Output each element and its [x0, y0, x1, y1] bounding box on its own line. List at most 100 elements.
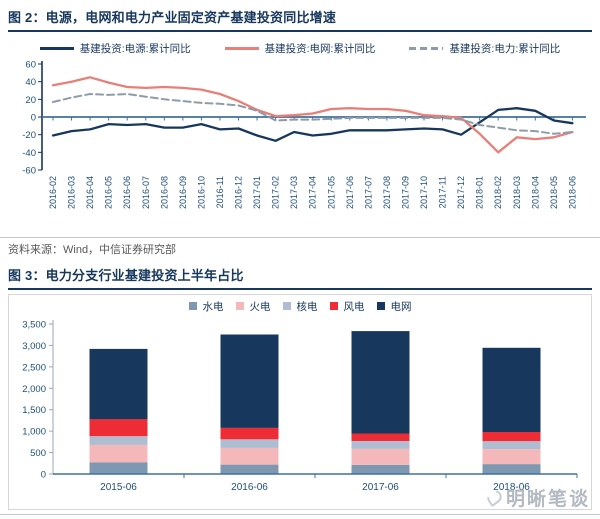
svg-text:3,000: 3,000 [22, 341, 46, 352]
svg-text:2018-03: 2018-03 [512, 176, 522, 209]
svg-text:2017-06: 2017-06 [345, 176, 355, 209]
legend-label: 基建投资:电网:累计同比 [264, 42, 376, 55]
thermal-swatch [235, 302, 244, 310]
bar-segment-风电 [351, 433, 410, 441]
legend-label: 核电 [296, 300, 318, 313]
svg-text:2016-05: 2016-05 [104, 176, 114, 209]
svg-text:2017-04: 2017-04 [308, 176, 318, 209]
bar-segment-风电 [482, 432, 541, 442]
svg-text:2016-02: 2016-02 [48, 176, 58, 209]
figure2-source: 资料来源：Wind，中信证券研究部 [8, 244, 177, 256]
svg-text:2017-07: 2017-07 [363, 176, 373, 209]
legend-item-dianwang: 基建投资:电网:累计同比 [224, 41, 376, 56]
bar-segment-火电 [89, 444, 148, 463]
svg-text:-60: -60 [22, 166, 36, 177]
figure3-chart-box: 水电 火电 核电 风电 电网 0 500 1,000 1,500 2,000 2,500 3… [8, 294, 592, 510]
dashed-line-swatch [409, 46, 444, 50]
figure2-legend: 基建投资:电源:累计同比 基建投资:电网:累计同比 基建投资:电力:累计同比 [8, 38, 592, 58]
svg-text:-20: -20 [22, 130, 36, 141]
bar-segment-电网 [89, 348, 148, 420]
bar-segment-火电 [482, 449, 541, 465]
navy-line-swatch [39, 46, 74, 50]
bar-segment-核电 [220, 439, 279, 448]
svg-text:2018-05: 2018-05 [549, 176, 559, 209]
svg-text:2016-09: 2016-09 [178, 176, 188, 209]
svg-text:2017-02: 2017-02 [271, 176, 281, 209]
figure3-source: 资料来源：Wind，中信证券研究部 [8, 515, 592, 519]
svg-text:2016-12: 2016-12 [234, 176, 244, 209]
y-axis: 0 500 1,000 1,500 2,000 2,500 3,000 3,500 [22, 320, 54, 481]
legend-label: 风电 [343, 300, 365, 313]
svg-text:0: 0 [41, 470, 46, 481]
svg-text:0: 0 [31, 113, 36, 124]
x-axis-labels: 2016-02 2016-03 2016-04 2016-05 2016-06 2016-… [48, 176, 577, 209]
svg-text:2016-04: 2016-04 [85, 176, 95, 209]
svg-text:3,500: 3,500 [22, 320, 46, 331]
svg-text:2017-06: 2017-06 [362, 482, 399, 493]
svg-text:2016-06: 2016-06 [122, 176, 132, 209]
hydro-swatch [188, 302, 197, 310]
svg-text:2017-11: 2017-11 [438, 176, 448, 208]
svg-text:2,000: 2,000 [22, 384, 46, 395]
bar-segment-电网 [220, 334, 279, 428]
svg-text:500: 500 [30, 448, 46, 459]
salmon-line-swatch [224, 46, 259, 50]
svg-text:2017-01: 2017-01 [252, 176, 262, 209]
legend-label: 电网 [390, 300, 412, 313]
legend-item-dianyuan: 基建投资:电源:累计同比 [39, 41, 191, 56]
svg-text:2016-07: 2016-07 [141, 176, 151, 209]
svg-text:2018-01: 2018-01 [475, 176, 485, 209]
svg-text:2015-06: 2015-06 [100, 482, 137, 493]
svg-text:40: 40 [25, 77, 36, 88]
svg-text:2017-08: 2017-08 [382, 176, 392, 209]
svg-text:2017-09: 2017-09 [400, 176, 410, 209]
bar-segment-水电 [89, 462, 148, 474]
svg-text:-40: -40 [22, 148, 36, 159]
legend-item-hedian: 核电 [282, 299, 318, 314]
legend-label: 火电 [249, 300, 271, 313]
bar-segment-水电 [351, 464, 410, 474]
legend-item-shuidian: 水电 [188, 299, 224, 314]
figure2-title: 图 2：电源，电网和电力产业固定资产基建投资同比增速 [8, 10, 337, 25]
series-line-2 [52, 93, 574, 135]
grid-swatch [376, 302, 385, 310]
svg-text:2017-12: 2017-12 [456, 176, 466, 209]
svg-text:2016-11: 2016-11 [215, 176, 225, 208]
svg-text:2017-03: 2017-03 [289, 176, 299, 209]
stacked-bar-chart: 0 500 1,000 1,500 2,000 2,500 3,000 3,500 2015-0… [22, 320, 578, 493]
svg-text:2016-10: 2016-10 [196, 176, 206, 209]
svg-text:2016-08: 2016-08 [159, 176, 169, 209]
bar-segment-核电 [89, 436, 148, 445]
series-line-0 [51, 107, 574, 142]
legend-item-dianwang2: 电网 [376, 299, 412, 314]
figure3-title: 图 3：电力分支行业基建投资上半年占比 [8, 268, 244, 283]
svg-text:2017-05: 2017-05 [326, 176, 336, 209]
figure3-legend: 水电 火电 核电 风电 电网 [11, 298, 589, 314]
legend-label: 水电 [202, 300, 224, 313]
x-axis [53, 473, 578, 478]
svg-text:2018-02: 2018-02 [493, 176, 503, 209]
y-axis: 60 40 20 0 -20 -40 -60 [22, 60, 43, 177]
bar-segment-风电 [220, 427, 279, 440]
legend-item-huodian: 火电 [235, 299, 271, 314]
svg-text:2017-10: 2017-10 [419, 176, 429, 209]
bar-segment-水电 [220, 464, 279, 474]
legend-label: 基建投资:电源:累计同比 [79, 42, 191, 55]
svg-text:2018-06: 2018-06 [567, 176, 577, 209]
legend-item-dianli: 基建投资:电力:累计同比 [409, 41, 560, 56]
figure2-title-rule [8, 30, 592, 32]
svg-text:60: 60 [25, 60, 36, 71]
svg-text:20: 20 [25, 95, 36, 106]
svg-text:2,500: 2,500 [22, 362, 46, 373]
svg-text:1,500: 1,500 [22, 405, 46, 416]
svg-text:1,000: 1,000 [22, 427, 46, 438]
bar-segment-核电 [482, 441, 541, 450]
legend-label: 基建投资:电力:累计同比 [449, 42, 561, 55]
svg-text:2016-06: 2016-06 [231, 482, 268, 493]
bar-segment-火电 [220, 447, 279, 465]
bars [89, 331, 541, 474]
separator [0, 237, 600, 238]
svg-text:2018-04: 2018-04 [530, 176, 540, 209]
nuclear-swatch [282, 302, 291, 310]
